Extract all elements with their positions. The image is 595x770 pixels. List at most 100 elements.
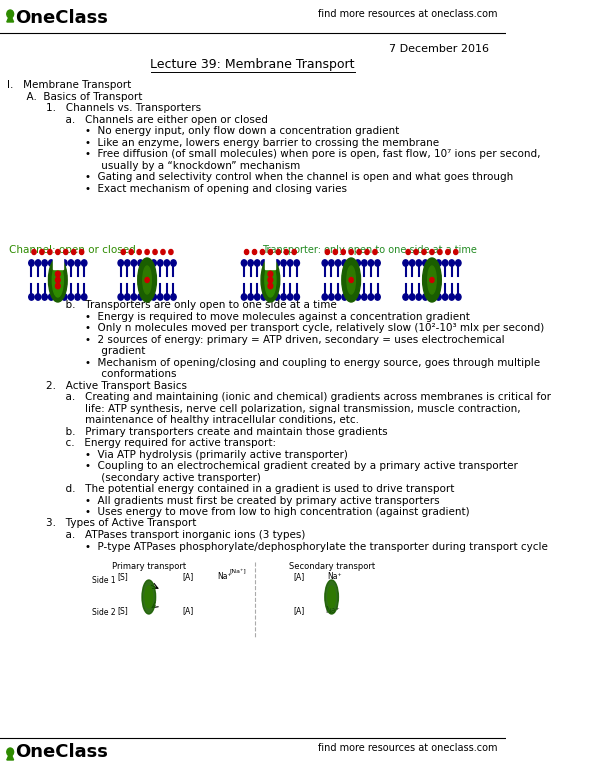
- Ellipse shape: [422, 258, 441, 302]
- Circle shape: [416, 294, 421, 300]
- Circle shape: [436, 294, 441, 300]
- Circle shape: [145, 294, 150, 300]
- Circle shape: [29, 294, 34, 300]
- Text: •  No energy input, only flow down a concentration gradient: • No energy input, only flow down a conc…: [7, 126, 399, 136]
- Text: 7 December 2016: 7 December 2016: [389, 44, 489, 54]
- Text: find more resources at oneclass.com: find more resources at oneclass.com: [318, 743, 497, 753]
- Circle shape: [171, 259, 176, 266]
- Text: Transporter: only open to one side at a time: Transporter: only open to one side at a …: [262, 245, 477, 255]
- Circle shape: [261, 249, 265, 255]
- Circle shape: [138, 259, 143, 266]
- Circle shape: [342, 259, 347, 266]
- Circle shape: [276, 249, 280, 255]
- Circle shape: [365, 249, 369, 255]
- Circle shape: [55, 271, 60, 276]
- Circle shape: [124, 294, 130, 300]
- Circle shape: [274, 259, 280, 266]
- Circle shape: [422, 259, 428, 266]
- Circle shape: [430, 249, 434, 255]
- Circle shape: [430, 277, 434, 283]
- Circle shape: [151, 259, 156, 266]
- Circle shape: [261, 294, 267, 300]
- Circle shape: [151, 294, 156, 300]
- Text: a.   ATPases transport inorganic ions (3 types): a. ATPases transport inorganic ions (3 t…: [7, 530, 305, 540]
- Text: •  Uses energy to move from low to high concentration (against gradient): • Uses energy to move from low to high c…: [7, 507, 469, 517]
- Text: •  2 sources of energy: primary = ATP driven, secondary = uses electrochemical: • 2 sources of energy: primary = ATP dri…: [7, 334, 505, 344]
- Circle shape: [373, 249, 377, 255]
- Circle shape: [443, 259, 448, 266]
- Text: Na⁺: Na⁺: [217, 572, 231, 581]
- Text: Na⁺: Na⁺: [327, 572, 342, 581]
- Circle shape: [422, 249, 426, 255]
- Bar: [53, 257, 63, 269]
- Circle shape: [62, 259, 67, 266]
- Circle shape: [349, 259, 354, 266]
- Circle shape: [245, 249, 249, 255]
- Circle shape: [252, 249, 256, 255]
- Circle shape: [449, 259, 455, 266]
- Circle shape: [453, 249, 458, 255]
- Circle shape: [68, 259, 74, 266]
- Circle shape: [322, 259, 327, 266]
- Circle shape: [145, 259, 150, 266]
- Text: [A]: [A]: [183, 606, 194, 615]
- Text: Secondary transport: Secondary transport: [289, 562, 375, 571]
- Circle shape: [422, 294, 428, 300]
- Circle shape: [145, 249, 149, 255]
- Circle shape: [429, 294, 435, 300]
- Circle shape: [55, 259, 61, 266]
- Text: a.   Channels are either open or closed: a. Channels are either open or closed: [7, 115, 268, 125]
- Circle shape: [362, 259, 367, 266]
- Circle shape: [48, 249, 52, 255]
- Text: 1.   Channels vs. Transporters: 1. Channels vs. Transporters: [7, 103, 201, 113]
- Text: life: ATP synthesis, nerve cell polarization, signal transmission, muscle contra: life: ATP synthesis, nerve cell polariza…: [7, 403, 521, 413]
- Circle shape: [118, 294, 124, 300]
- Circle shape: [268, 249, 273, 255]
- Circle shape: [268, 294, 273, 300]
- Circle shape: [242, 294, 247, 300]
- Circle shape: [171, 294, 176, 300]
- Text: •  Free diffusion (of small molecules) when pore is open, fast flow, 10⁷ ions pe: • Free diffusion (of small molecules) wh…: [7, 149, 540, 159]
- Text: •  Via ATP hydrolysis (primarily active transporter): • Via ATP hydrolysis (primarily active t…: [7, 450, 347, 460]
- Ellipse shape: [52, 263, 63, 297]
- Text: Side 1: Side 1: [92, 576, 115, 585]
- Bar: [265, 257, 275, 269]
- Circle shape: [62, 294, 67, 300]
- Circle shape: [153, 249, 157, 255]
- Circle shape: [436, 259, 441, 266]
- Circle shape: [335, 259, 341, 266]
- Circle shape: [169, 249, 173, 255]
- Circle shape: [368, 294, 374, 300]
- Circle shape: [416, 259, 421, 266]
- Text: A.  Basics of Transport: A. Basics of Transport: [7, 92, 142, 102]
- Circle shape: [409, 259, 415, 266]
- Circle shape: [355, 259, 361, 266]
- Circle shape: [375, 259, 380, 266]
- Circle shape: [138, 294, 143, 300]
- Circle shape: [368, 259, 374, 266]
- Ellipse shape: [328, 586, 336, 608]
- Circle shape: [333, 249, 337, 255]
- Circle shape: [131, 294, 137, 300]
- Text: Lecture 39: Membrane Transport: Lecture 39: Membrane Transport: [151, 58, 355, 71]
- Circle shape: [261, 259, 267, 266]
- Circle shape: [429, 259, 435, 266]
- Circle shape: [82, 294, 87, 300]
- Circle shape: [32, 249, 36, 255]
- Circle shape: [284, 249, 289, 255]
- Circle shape: [255, 294, 260, 300]
- Circle shape: [281, 259, 286, 266]
- Circle shape: [325, 249, 330, 255]
- Circle shape: [56, 249, 60, 255]
- Circle shape: [281, 294, 286, 300]
- Circle shape: [7, 10, 14, 18]
- Circle shape: [137, 249, 141, 255]
- Text: c.   Energy required for active transport:: c. Energy required for active transport:: [7, 438, 276, 448]
- Circle shape: [164, 294, 170, 300]
- Text: 3.   Types of Active Transport: 3. Types of Active Transport: [7, 518, 196, 528]
- Circle shape: [164, 259, 170, 266]
- Text: usually by a “knockdown” mechanism: usually by a “knockdown” mechanism: [7, 160, 300, 170]
- Circle shape: [248, 259, 253, 266]
- Circle shape: [40, 249, 44, 255]
- Circle shape: [446, 249, 450, 255]
